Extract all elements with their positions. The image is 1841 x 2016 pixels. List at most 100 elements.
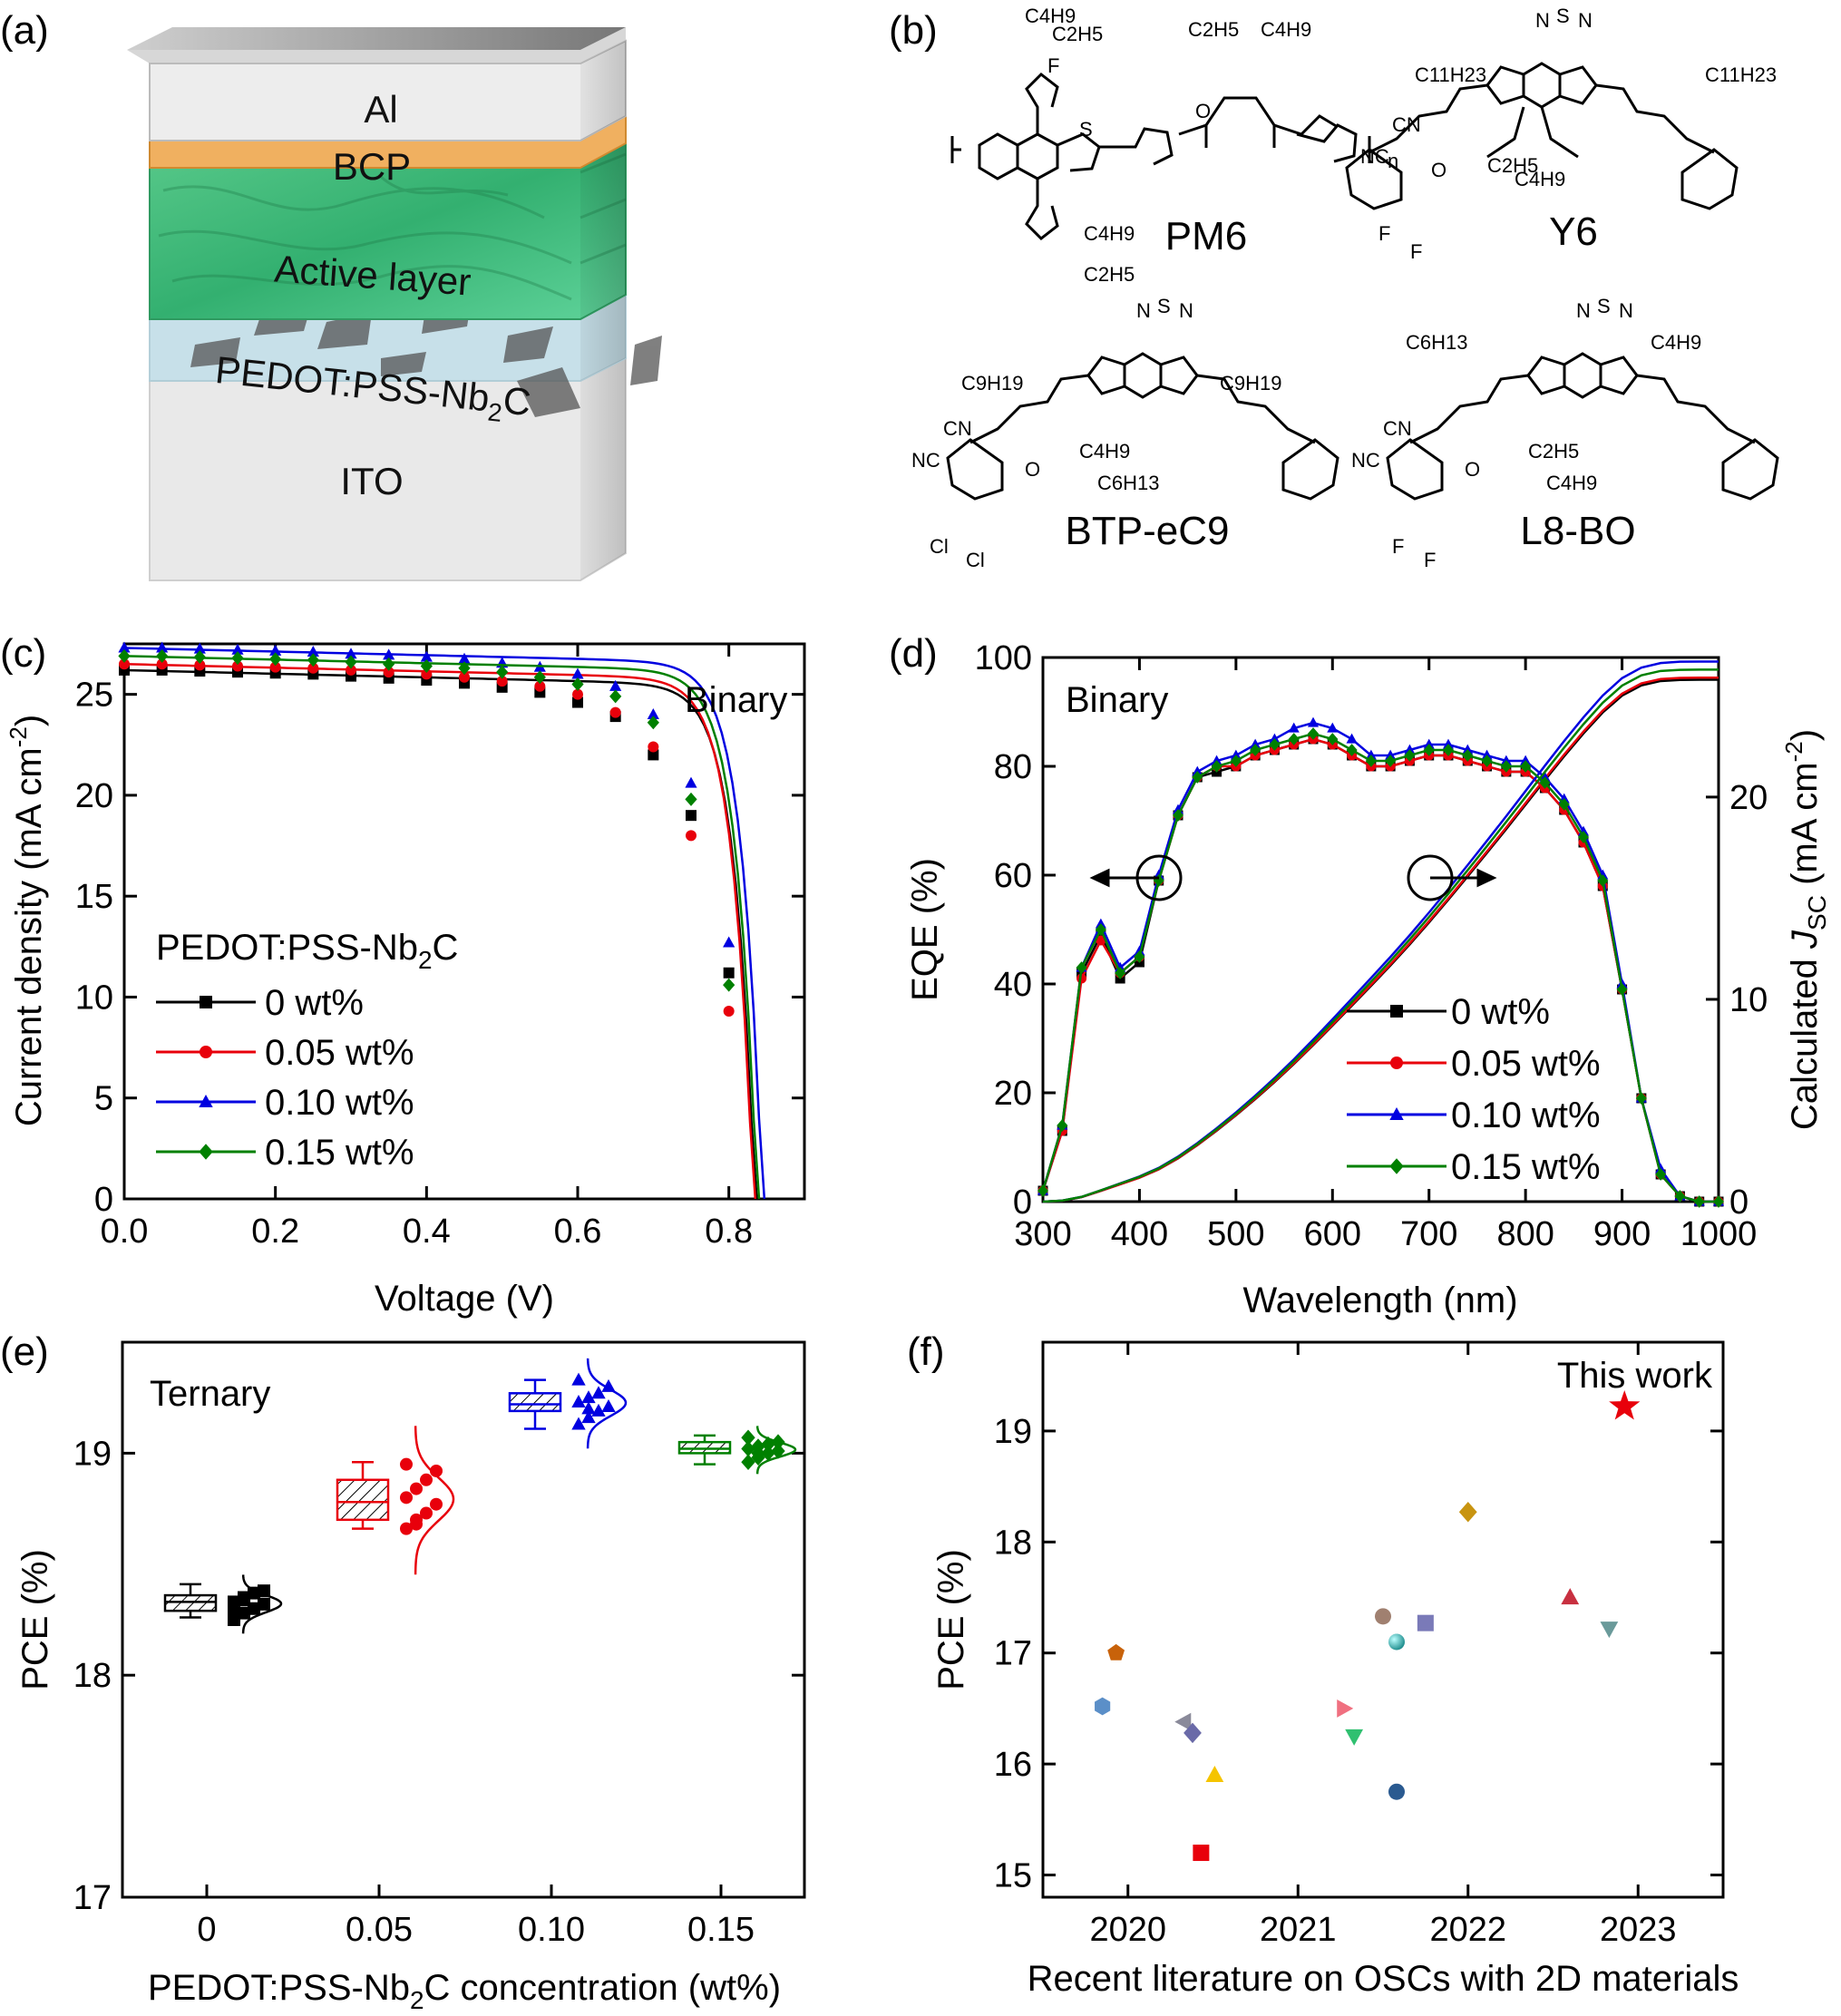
chart-c-series-3-point-2 — [193, 649, 206, 664]
chart-f-point-14 — [1600, 1622, 1619, 1639]
chart-c-ylabel-main: Current density (mA cm — [9, 747, 49, 1126]
chart-c-series-2-point-7 — [383, 648, 395, 660]
panel-label-b: (b) — [889, 8, 938, 53]
chart-d-series-3-point-16 — [1346, 744, 1358, 756]
pm6-atom-n: n — [1388, 150, 1398, 172]
chart-e-group-2-point-9 — [581, 1401, 596, 1415]
chart-e-group-2-point-8 — [571, 1372, 586, 1386]
y6-atom-n-2: N — [1578, 9, 1593, 32]
chart-d-series-2-point-14 — [1307, 716, 1320, 727]
chart-c-series-2-point-14 — [647, 707, 659, 719]
chart-c-series-1-point-15 — [686, 830, 696, 842]
chart-c-xtick-label-2: 0.4 — [403, 1213, 451, 1251]
label-pedot-sub: 2 — [486, 398, 503, 427]
chart-f-point-15 — [1609, 1389, 1641, 1420]
chart-d-series-3-point-1 — [1057, 1119, 1068, 1132]
chart-f-point-8 — [1375, 1608, 1391, 1625]
chart-c-series-0-point-15 — [686, 810, 696, 822]
chart-f-point-6 — [1337, 1699, 1354, 1718]
chart-c-series-1-point-0 — [119, 658, 130, 670]
chart-d-jsc-line-3 — [1042, 668, 1719, 1203]
chart-c-legend-marker-0 — [200, 996, 212, 1008]
panel-label-d: (d) — [889, 631, 938, 676]
chart-f-ytick-label-1: 16 — [994, 1746, 1032, 1784]
chart-c-series-3-point-4 — [269, 652, 282, 667]
chart-e-ytick-label-2: 19 — [73, 1435, 112, 1473]
chart-e-distribution-1 — [414, 1426, 455, 1575]
chart-d-ylabel: EQE (%) — [905, 858, 945, 1001]
chart-f-point-1 — [1107, 1643, 1125, 1661]
chart-c-series-1-point-12 — [572, 688, 583, 700]
device-stack-diagram: Al BCP Active layer PEDOT:PSS-Nb2C ITO — [127, 27, 662, 581]
chart-e-group-0-point-3 — [258, 1597, 270, 1611]
chart-d-legend-marker-1 — [1390, 1057, 1403, 1069]
chart-c-legend-marker-2 — [199, 1094, 213, 1107]
chart-d-series-3-point-3 — [1095, 923, 1106, 936]
chart-c-series-1-point-10 — [496, 676, 508, 687]
chart-d-annotation: Binary — [1066, 680, 1168, 720]
chart-c-series-1-point-4 — [269, 661, 281, 673]
chart-d-legend-marker-0 — [1390, 1005, 1403, 1018]
chart-d-xtick-label-1: 400 — [1111, 1215, 1168, 1253]
btp-atom-cl-2: Cl — [966, 549, 985, 571]
chart-d-series-3-point-20 — [1423, 744, 1435, 756]
chart-e-group-1-point-7 — [430, 1464, 443, 1477]
chart-c-series-3-point-7 — [383, 657, 395, 671]
chart-d-series-3-point-15 — [1327, 733, 1339, 745]
chart-e-box-2 — [508, 1392, 562, 1413]
eqe-chart: 300 400 500 600 700 800 900 1000020406080100010… — [905, 639, 1831, 1320]
chart-e-group-1-point-3 — [430, 1497, 443, 1511]
chart-d-series-3-point-26 — [1539, 776, 1551, 789]
chart-c-ylabel: Current density (mA cm-2) — [5, 715, 49, 1126]
btp-atom-nc: NC — [911, 449, 940, 472]
literature-scatter-chart: 2020 2021 2022 2023 15 16 17 18 19 This work PCE… — [931, 1340, 1739, 1999]
chart-e-group-0-point-2 — [248, 1602, 260, 1615]
chart-c-series-1-point-7 — [383, 667, 394, 678]
chart-e-ticks: 17 18 19 0 0.05 0.10 0.15 — [73, 1435, 804, 1949]
chart-c-ylabel-end: ) — [9, 715, 49, 726]
chart-c-legend-label-1: 0.05 wt% — [265, 1033, 414, 1073]
chart-c-series-1-point-9 — [459, 671, 470, 683]
chart-f-point-10 — [1388, 1783, 1405, 1800]
chart-e-group-3-point-2 — [761, 1445, 775, 1462]
chart-c-series-line-3 — [123, 655, 761, 1200]
chart-e-xlabel-suffix: C concentration (wt%) — [424, 1968, 781, 2008]
chart-d-series-3-point-5 — [1134, 950, 1145, 963]
btp-atom-s: S — [1157, 295, 1171, 317]
chart-c-series-3-point-16 — [723, 978, 735, 992]
chart-d-ylabel-right-sub: SC — [1803, 895, 1831, 930]
chart-c-series-3-point-9 — [458, 661, 471, 676]
chart-e-group-2-point-3 — [601, 1398, 616, 1412]
chart-c-ytick-label-2: 10 — [75, 979, 113, 1017]
chart-c-ytick-label-5: 25 — [75, 677, 113, 715]
chart-c-ylabel-sup: -2 — [5, 726, 32, 747]
chart-d-series-3-point-8 — [1192, 771, 1203, 784]
chart-d-series-3-point-17 — [1365, 755, 1377, 767]
chart-d-series-3-point-34 — [1693, 1195, 1705, 1208]
chart-e-xlabel: PEDOT:PSS-Nb2C concentration (wt%) — [148, 1968, 781, 2014]
molecular-structures: C4H9 C2H5 F S O n C2H5 C4H9 C4H9 C2H5 PM… — [911, 5, 1779, 571]
chart-c-series-3-point-12 — [571, 677, 584, 692]
jv-curve-chart: 0.0 0.2 0.4 0.6 0.8 0 5 10 15 20 25 Binary Voltage… — [5, 641, 806, 1319]
chart-d-series-3-point-19 — [1404, 749, 1416, 762]
pm6-structure — [950, 73, 1371, 240]
chart-e-group-2-point-4 — [571, 1395, 586, 1408]
chart-c-series-0-point-16 — [723, 967, 735, 979]
btp-ec9-structure — [946, 352, 1339, 501]
chart-d-ytick-label-1: 20 — [994, 1075, 1032, 1113]
chart-e-xlabel-sub: 2 — [410, 1986, 424, 2014]
chart-d-xtick-label-7: 1000 — [1680, 1215, 1758, 1253]
chart-c-series-3-point-14 — [647, 716, 659, 730]
chart-d-series-3-point-28 — [1577, 831, 1590, 843]
chart-d-ytick-label-3: 60 — [994, 857, 1032, 895]
chart-c-series-2-point-16 — [723, 936, 735, 948]
btp-atom-c9h19-right: C9H19 — [1220, 372, 1281, 394]
label-bcp: BCP — [333, 145, 411, 188]
chart-d-series-3-point-25 — [1520, 760, 1532, 773]
chart-c-series-1-point-6 — [346, 664, 356, 676]
pce-box-chart: 17 18 19 0 0.05 0.10 0.15 Ternary PCE (%) PEDO… — [15, 1340, 806, 2014]
chart-f-point-7 — [1345, 1729, 1364, 1746]
pm6-atom-s: S — [1079, 118, 1093, 141]
label-al: Al — [364, 88, 397, 131]
chart-d-series-3-point-27 — [1558, 798, 1570, 811]
